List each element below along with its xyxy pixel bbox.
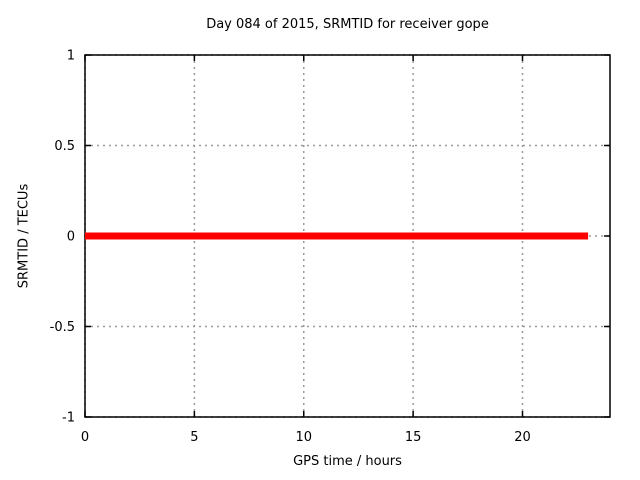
x-tick-label: 10: [295, 430, 312, 445]
y-tick-label: 0: [67, 230, 75, 245]
x-tick-label: 5: [190, 430, 198, 445]
y-tick-label: 1: [67, 49, 75, 64]
x-tick-label: 15: [405, 430, 422, 445]
x-axis-label: GPS time / hours: [293, 454, 402, 469]
y-tick-label: -0.5: [50, 320, 75, 335]
y-tick-label: -1: [62, 411, 75, 426]
x-tick-label: 0: [81, 430, 89, 445]
chart-title: Day 084 of 2015, SRMTID for receiver gop…: [206, 17, 489, 32]
x-tick-label: 20: [514, 430, 531, 445]
y-tick-label: 0.5: [54, 139, 75, 154]
